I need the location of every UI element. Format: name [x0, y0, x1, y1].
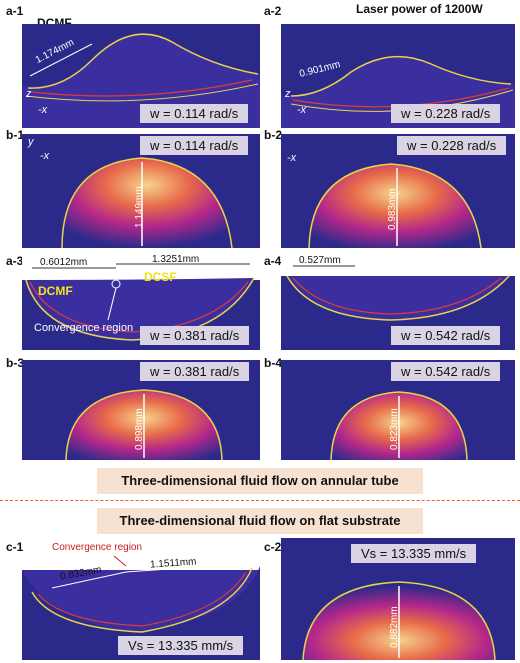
omega-b4: w = 0.542 rad/s — [391, 362, 501, 381]
laser-power-label: Laser power of 1200W — [356, 2, 483, 16]
measure-b4: 0.823mm — [389, 408, 400, 450]
label-a4: a-4 — [264, 254, 282, 268]
panel-a2: 0.901mm z -x w = 0.228 rad/s — [281, 24, 515, 128]
panel-b3: 0.898mm w = 0.381 rad/s — [22, 360, 260, 460]
panel-b4: 0.823mm w = 0.542 rad/s — [281, 360, 515, 460]
omega-a4: w = 0.542 rad/s — [391, 326, 501, 345]
dcmf-label-a3: DCMF — [38, 284, 73, 298]
melt-pool-b3 — [65, 389, 223, 460]
axis-z-a1: z — [26, 88, 32, 100]
omega-b2: w = 0.228 rad/s — [397, 136, 507, 155]
velocity-c2: Vs = 13.335 mm/s — [351, 544, 477, 563]
label-c2: c-2 — [264, 540, 282, 554]
omega-a3: w = 0.381 rad/s — [140, 326, 250, 345]
velocity-c1: Vs = 13.335 mm/s — [118, 636, 244, 655]
melt-pool-c2 — [302, 581, 496, 660]
label-a3: a-3 — [6, 254, 24, 268]
axis-y-b1: y — [28, 136, 34, 148]
measure-b3: 0.898mm — [134, 408, 145, 450]
axis-x-a2: -x — [297, 104, 307, 116]
melt-pool-b4 — [330, 391, 468, 460]
measure-b2: 0.983mm — [387, 188, 398, 230]
panel-b2: 0.983mm -x w = 0.228 rad/s — [281, 134, 515, 248]
label-c1: c-1 — [6, 540, 24, 554]
section-divider — [0, 500, 520, 501]
panel-a4: 0.527mm w = 0.542 rad/s — [281, 254, 515, 350]
melt-pool-b2 — [308, 163, 482, 248]
banner-annular: Three-dimensional fluid flow on annular … — [97, 468, 423, 494]
label-b3: b-3 — [6, 356, 24, 370]
label-a2: a-2 — [264, 4, 282, 18]
omega-b3: w = 0.381 rad/s — [140, 362, 250, 381]
axis-x-a1: -x — [38, 104, 48, 116]
measure-b1: 1.149mm — [134, 186, 145, 228]
convergence-label-c1: Convergence region — [52, 542, 143, 553]
label-b2: b-2 — [264, 128, 282, 142]
panel-c1: 0.832mm 1.1511mm Vs = 13.335 mm/s — [22, 556, 260, 660]
axis-x-b2: -x — [287, 152, 297, 164]
measure-c2: 0.882mm — [389, 606, 400, 648]
label-a1: a-1 — [6, 4, 24, 18]
omega-a1: w = 0.114 rad/s — [140, 104, 249, 123]
axis-x-b1: -x — [40, 150, 50, 162]
convergence-label-a3: Convergence region — [34, 322, 134, 334]
omega-b1: w = 0.114 rad/s — [140, 136, 249, 155]
measure-a3-left: 0.6012mm — [40, 257, 88, 268]
panel-a3: 0.6012mm 1.3251mm DCMF DCSF Convergence … — [22, 254, 260, 350]
melt-pool-a3 — [22, 254, 260, 341]
melt-pool-c1 — [22, 556, 260, 633]
panel-a1: 1.174mm z -x w = 0.114 rad/s — [22, 24, 260, 128]
melt-pool-b1 — [61, 157, 233, 248]
panel-b1: 1.149mm y -x w = 0.114 rad/s — [22, 134, 260, 248]
label-b1: b-1 — [6, 128, 24, 142]
banner-flat: Three-dimensional fluid flow on flat sub… — [97, 508, 423, 534]
measure-a3-right: 1.3251mm — [152, 254, 200, 265]
measure-a4: 0.527mm — [299, 255, 341, 266]
label-b4: b-4 — [264, 356, 282, 370]
omega-a2: w = 0.228 rad/s — [391, 104, 501, 123]
panel-c2: 0.882mm Vs = 13.335 mm/s — [281, 538, 515, 660]
axis-z-a2: z — [285, 88, 291, 100]
melt-pool-a4 — [281, 254, 515, 321]
dcsf-label-a3: DCSF — [144, 270, 177, 284]
